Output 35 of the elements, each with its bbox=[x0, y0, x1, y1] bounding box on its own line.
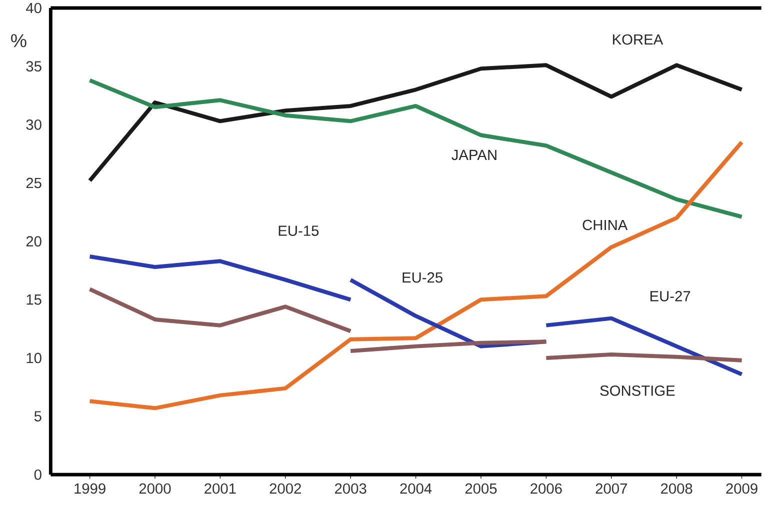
series-label: CHINA bbox=[582, 220, 628, 230]
x-tick-label: 2003 bbox=[335, 483, 366, 494]
y-tick-label: 35 bbox=[26, 61, 42, 72]
x-tick-label: 2001 bbox=[204, 483, 236, 494]
series-label: KOREA bbox=[613, 34, 664, 45]
x-tick-label: 2007 bbox=[596, 483, 627, 494]
x-tick-label: 2009 bbox=[726, 483, 758, 494]
text: EU-15 bbox=[278, 226, 319, 236]
line-series bbox=[88, 78, 744, 219]
y-tick-label: 25 bbox=[26, 178, 42, 188]
line-series bbox=[88, 287, 353, 334]
line-series bbox=[544, 316, 744, 376]
line-series bbox=[88, 140, 744, 410]
y-axis-title: % bbox=[11, 34, 26, 48]
series-label: EU-25 bbox=[402, 272, 442, 283]
x-tick-label: 2000 bbox=[139, 483, 171, 494]
x-tick-label: 2006 bbox=[530, 483, 562, 494]
x-tick-label: 2008 bbox=[661, 483, 692, 494]
x-tick-label: 2005 bbox=[465, 483, 497, 494]
y-tick-label: 20 bbox=[26, 236, 42, 247]
x-tick-label: 2004 bbox=[400, 483, 432, 494]
y-tick-label: 0 bbox=[34, 469, 42, 480]
line-series bbox=[88, 63, 744, 183]
series-label: JAPAN bbox=[452, 150, 496, 160]
y-tick-label: 5 bbox=[34, 411, 42, 422]
text: EU-27 bbox=[650, 290, 690, 302]
y-tick-label: 30 bbox=[26, 119, 42, 130]
line-series bbox=[348, 340, 548, 353]
y-tick-label: 10 bbox=[26, 352, 42, 364]
x-tick-label: 1999 bbox=[74, 483, 106, 494]
y-tick-label: 15 bbox=[26, 294, 42, 305]
x-tick-label: 2002 bbox=[270, 483, 301, 494]
y-tick-label: 40 bbox=[26, 2, 42, 14]
line-series bbox=[88, 254, 353, 302]
series-label: SONSTIGE bbox=[600, 385, 675, 396]
